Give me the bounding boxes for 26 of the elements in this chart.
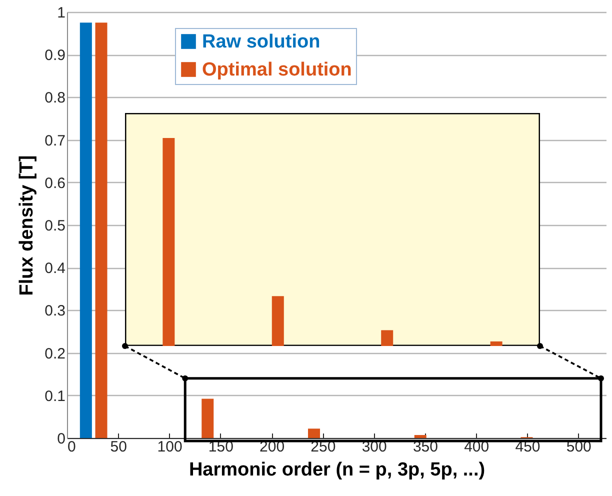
- bar: [162, 138, 175, 346]
- bar: [490, 341, 502, 346]
- legend-label: Raw solution: [202, 32, 320, 52]
- x-tick-label: 0: [68, 438, 76, 456]
- bar: [308, 428, 320, 438]
- y-tick-label: 0.2: [44, 345, 66, 362]
- bar: [202, 398, 214, 438]
- bar: [414, 435, 426, 438]
- bar: [95, 22, 108, 438]
- y-tick-label: 1: [57, 4, 66, 22]
- x-axis-title: Harmonic order (n = p, 3p, 5p, ...): [188, 460, 486, 480]
- bar: [80, 22, 92, 438]
- y-axis-title: Flux density [T]: [16, 155, 38, 296]
- y-tick-label: 0.4: [44, 260, 66, 278]
- y-tick-label: 0.3: [44, 302, 66, 320]
- x-tick-label: 50: [110, 438, 127, 456]
- y-tick-label: 0.5: [44, 218, 66, 234]
- bar: [381, 330, 394, 346]
- y-tick-label: 0.8: [44, 90, 66, 107]
- y-tick-label: 0.7: [44, 132, 66, 150]
- y-tick-label: 0.9: [44, 47, 66, 64]
- legend-label: Optimal solution: [202, 60, 352, 80]
- y-tick-label: 0.1: [44, 388, 66, 405]
- bar: [272, 296, 284, 346]
- x-tick-label: 100: [157, 438, 182, 456]
- y-tick-label: 0.6: [44, 174, 66, 192]
